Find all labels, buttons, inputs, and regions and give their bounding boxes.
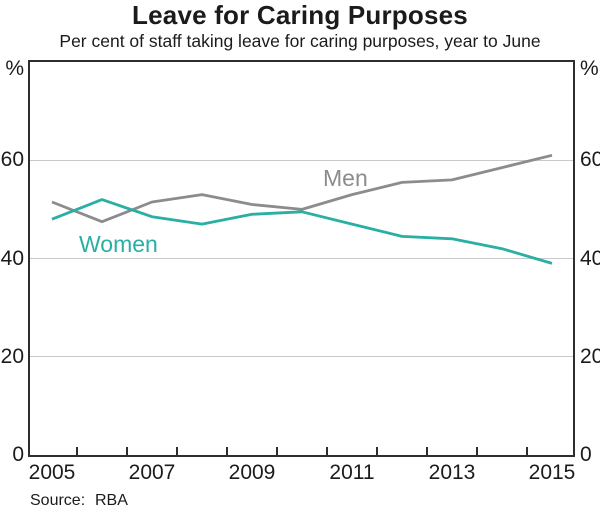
y-tick-label-0-right: 0 — [580, 443, 592, 466]
x-axis-minor-tick — [326, 447, 328, 455]
x-axis-minor-tick — [76, 447, 78, 455]
x-axis-minor-tick — [226, 447, 228, 455]
y-tick-label-60-right: 60 — [580, 148, 600, 172]
x-axis-minor-tick — [176, 447, 178, 455]
y-axis-unit-right: % — [580, 57, 599, 80]
men-line — [51, 153, 553, 224]
source-label: Source: — [30, 492, 86, 509]
y-tick-label-40-right: 40 — [580, 246, 600, 270]
gridline-20 — [30, 356, 573, 358]
x-axis-minor-tick — [526, 447, 528, 455]
chart-subtitle: Per cent of staff taking leave for carin… — [59, 31, 541, 51]
x-axis-minor-tick — [476, 447, 478, 455]
x-tick-label-2005: 2005 — [28, 461, 76, 484]
gridline-40 — [30, 258, 573, 259]
x-axis-minor-tick — [376, 447, 378, 455]
y-tick-label-20-left: 20 — [0, 344, 24, 368]
line-chart-canvas — [51, 153, 553, 265]
x-tick-label-2013: 2013 — [428, 461, 476, 484]
x-tick-label-2009: 2009 — [228, 461, 276, 484]
gridline-60 — [30, 159, 573, 161]
x-axis-minor-tick — [426, 447, 428, 455]
y-tick-label-40-left: 40 — [0, 246, 24, 270]
y-axis-unit-left: % — [5, 57, 24, 80]
y-tick-label-0-left: 0 — [12, 443, 24, 466]
y-tick-label-60-left: 60 — [0, 148, 24, 172]
women-line — [51, 198, 553, 265]
x-tick-label-2015: 2015 — [528, 461, 576, 484]
men-series-label: Men — [323, 165, 368, 191]
source-value: RBA — [95, 492, 128, 509]
x-tick-label-2011: 2011 — [329, 461, 375, 484]
women-series-label: Women — [79, 231, 158, 257]
chart-title: Leave for Caring Purposes — [132, 0, 468, 30]
x-axis-minor-tick — [276, 447, 278, 455]
plot-area: Men Women — [28, 60, 575, 457]
y-tick-label-20-right: 20 — [580, 344, 600, 368]
x-axis-minor-tick — [126, 447, 128, 455]
x-tick-label-2007: 2007 — [128, 461, 176, 484]
